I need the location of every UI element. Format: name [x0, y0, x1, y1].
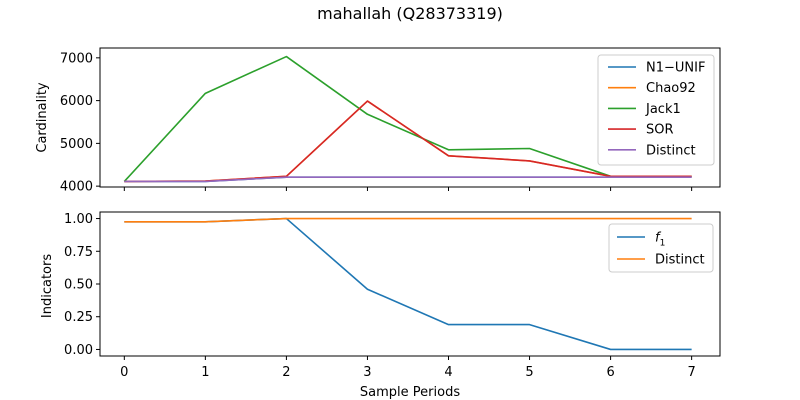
- cardinality-y-tick-label: 4000: [60, 180, 93, 195]
- indicators-legend-label: f1: [655, 231, 665, 249]
- cardinality-legend: N1−UNIF Chao92 Jack1 SOR Distinct: [597, 54, 715, 166]
- indicators-y-axis-label: Indicators: [40, 254, 55, 318]
- indicators-legend-box: [608, 223, 714, 273]
- indicators-y-tick-label: 0.75: [64, 245, 93, 260]
- x-tick-label: 4: [444, 365, 452, 380]
- x-tick-label: 1: [201, 365, 209, 380]
- x-tick-label: 5: [525, 365, 533, 380]
- cardinality-legend-label: Distinct: [646, 143, 696, 158]
- x-tick-label: 0: [120, 365, 128, 380]
- indicators-legend: f1 Distinct: [608, 223, 714, 273]
- cardinality-y-axis-label: Cardinality: [35, 82, 50, 153]
- x-tick-label: 3: [363, 365, 371, 380]
- cardinality-legend-label: Jack1: [645, 102, 681, 117]
- indicators-y-tick-label: 0.50: [64, 278, 93, 293]
- indicators-plot-frame: [99, 211, 721, 357]
- cardinality-plot-frame: [99, 47, 721, 188]
- cardinality-panel: 4000 5000 6000 7000 Cardinality N1−UNIF Chao…: [35, 47, 721, 195]
- indicators-y-tick-label: 0.00: [64, 343, 93, 358]
- cardinality-y-tick-label: 7000: [60, 51, 93, 66]
- cardinality-legend-label: N1−UNIF: [646, 61, 705, 76]
- indicators-y-tick-label: 1.00: [64, 212, 93, 227]
- cardinality-legend-label: SOR: [646, 123, 674, 138]
- x-tick-label: 7: [687, 365, 695, 380]
- x-axis-label: Sample Periods: [360, 385, 460, 400]
- x-tick-label: 6: [606, 365, 614, 380]
- cardinality-legend-label: Chao92: [646, 81, 696, 96]
- indicators-panel: 0.00 0.25 0.50 0.75 1.00 0 1 2 3 4 5 6 7 Indicators…: [40, 211, 721, 400]
- indicators-y-tick-label: 0.25: [64, 310, 93, 325]
- cardinality-y-tick-label: 5000: [60, 137, 93, 152]
- chart-title: mahallah (Q28373319): [317, 4, 503, 23]
- cardinality-series-line-2: [123, 55, 692, 182]
- indicators-legend-label: Distinct: [655, 253, 705, 268]
- cardinality-series-line-4: [124, 176, 692, 183]
- cardinality-legend-box: [597, 54, 715, 166]
- x-tick-label: 2: [282, 365, 290, 380]
- indicators-series-line-1: [124, 217, 692, 223]
- cardinality-y-tick-label: 6000: [60, 94, 93, 109]
